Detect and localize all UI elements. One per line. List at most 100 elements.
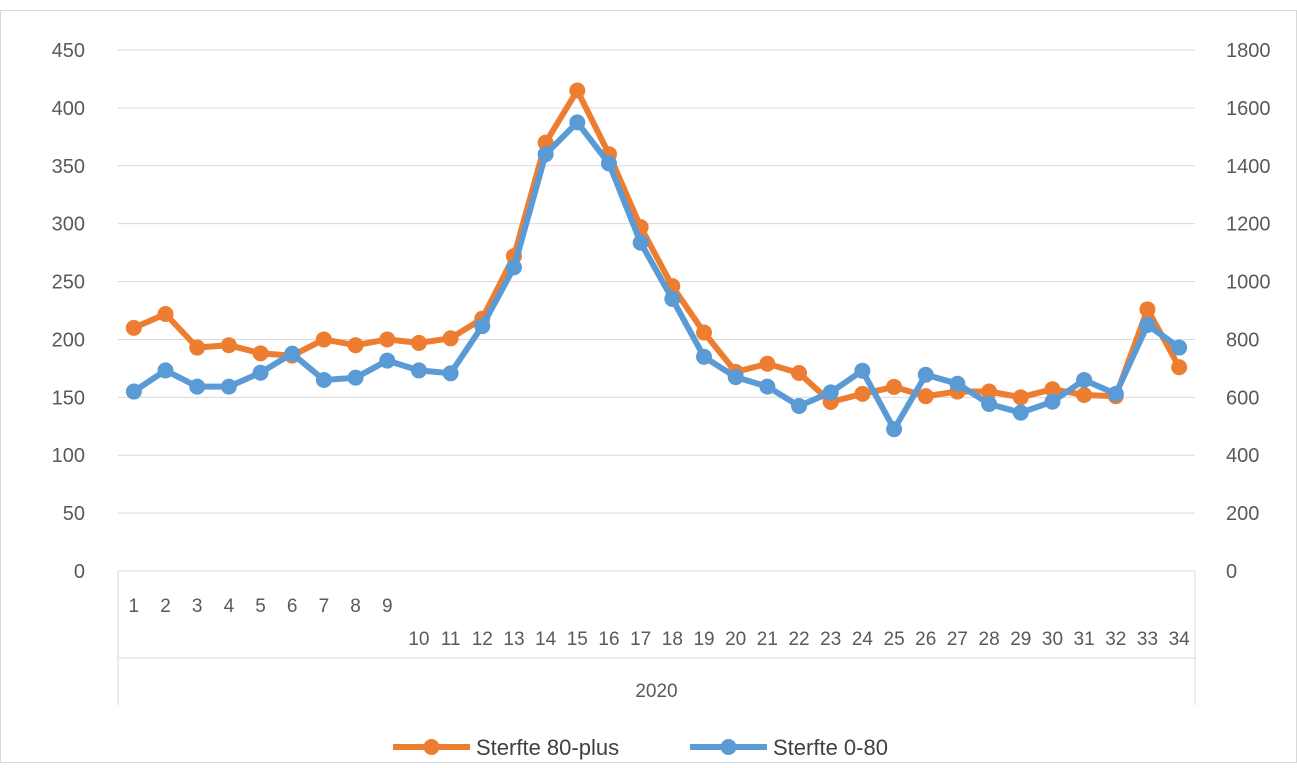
data-point [220,337,237,354]
data-point [1107,385,1124,402]
x-axis-tick-label: 17 [630,629,651,650]
left-axis-tick-label: 250 [52,272,85,294]
right-axis-tick-label: 1400 [1226,156,1271,178]
data-point [1076,387,1093,404]
left-axis-tick-label: 450 [52,40,85,62]
x-axis-tick-label: 13 [503,629,524,650]
data-point [759,378,776,395]
data-point [1044,381,1061,398]
x-axis-tick-label: 5 [255,596,266,617]
data-point [981,383,998,400]
right-axis-tick-label: 800 [1226,329,1259,351]
right-axis-tick-label: 600 [1226,387,1259,409]
left-axis-tick-label: 150 [52,387,85,409]
legend-entry: Sterfte 0-80 [690,735,888,760]
data-point [252,364,269,381]
data-point [157,305,174,322]
data-point [315,371,332,388]
data-point [537,146,554,163]
right-axis-tick-label: 0 [1226,561,1237,583]
x-axis-tick-label: 32 [1105,629,1126,650]
data-point [949,375,966,392]
data-point [727,369,744,386]
data-point [410,362,427,379]
x-axis-tick-label: 16 [598,629,619,650]
data-point [791,398,808,415]
x-axis-tick-label: 19 [693,629,714,650]
right-axis-tick-label: 1000 [1226,272,1271,294]
x-axis-tick-label: 26 [915,629,936,650]
right-axis-tick-label: 1600 [1226,98,1271,120]
data-point [917,388,934,405]
data-point [189,339,206,356]
left-axis: 0 50 100 150 200 250 300 350 400 450 [52,40,85,583]
data-point [125,383,142,400]
data-point [1139,316,1156,333]
x-axis-tick-label: 3 [192,596,203,617]
x-axis-tick-label: 24 [852,629,874,650]
grid-lines [118,49,1195,572]
x-axis-tick-label: 10 [408,629,429,650]
x-axis-tick-label: 29 [1010,629,1031,650]
left-axis-tick-label: 0 [74,561,85,583]
series-line [130,119,1183,433]
data-point [696,324,713,341]
data-point [379,331,396,348]
x-axis-tick-label: 30 [1042,629,1063,650]
data-point [854,385,871,402]
x-axis: 1 2 3 4 5 6 7 8 910 11 12 13 14 15 16 17 18 19 20 21 22 23 24 2… [117,571,1196,705]
data-point [1076,371,1093,388]
x-axis-tick-label: 12 [472,629,493,650]
data-point [347,369,364,386]
data-point [600,155,617,172]
legend-swatch-marker [720,739,737,755]
data-point [474,318,491,335]
x-axis-tick-label: 4 [224,596,235,617]
right-axis-tick-label: 200 [1226,503,1259,525]
x-axis-tick-label: 25 [884,629,905,650]
data-point [157,362,174,379]
data-point [981,395,998,412]
left-axis-tick-label: 200 [52,329,85,351]
data-point [347,337,364,354]
x-axis-tick-label: 27 [947,629,968,650]
right-axis-tick-label: 400 [1226,445,1259,467]
x-axis-tick-label: 20 [725,629,746,650]
data-point [1012,404,1029,421]
right-axis-tick-label: 1200 [1226,214,1271,236]
data-point [917,366,934,383]
left-axis-tick-label: 50 [63,503,85,525]
data-point [189,378,206,395]
data-point [252,345,269,362]
x-axis-tick-label: 15 [567,629,588,650]
left-axis-tick-label: 350 [52,156,85,178]
x-axis-tick-label: 18 [662,629,683,650]
x-axis-tick-label: 1 [129,596,140,617]
data-point [791,365,808,382]
legend-label: Sterfte 80-plus [476,735,619,760]
x-axis-group-label: 2020 [635,681,677,702]
data-point [1171,359,1188,376]
x-axis-tick-label: 2 [160,596,171,617]
series-2 [125,114,1188,438]
data-point [442,330,459,347]
legend-swatch-marker [423,739,440,755]
data-point [569,114,586,131]
legend-label: Sterfte 0-80 [773,735,888,760]
series-layer [125,82,1188,438]
data-point [822,384,839,401]
x-axis-tick-label: 34 [1169,629,1191,650]
data-point [886,421,903,438]
x-axis-tick-label: 33 [1137,629,1158,650]
x-axis-tick-label: 31 [1074,629,1095,650]
left-axis-tick-label: 400 [52,98,85,120]
left-axis-tick-label: 100 [52,445,85,467]
data-point [220,378,237,395]
data-point [664,290,681,307]
data-point [442,365,459,382]
series-line [130,87,1183,405]
x-axis-tick-label: 23 [820,629,841,650]
data-point [379,352,396,369]
